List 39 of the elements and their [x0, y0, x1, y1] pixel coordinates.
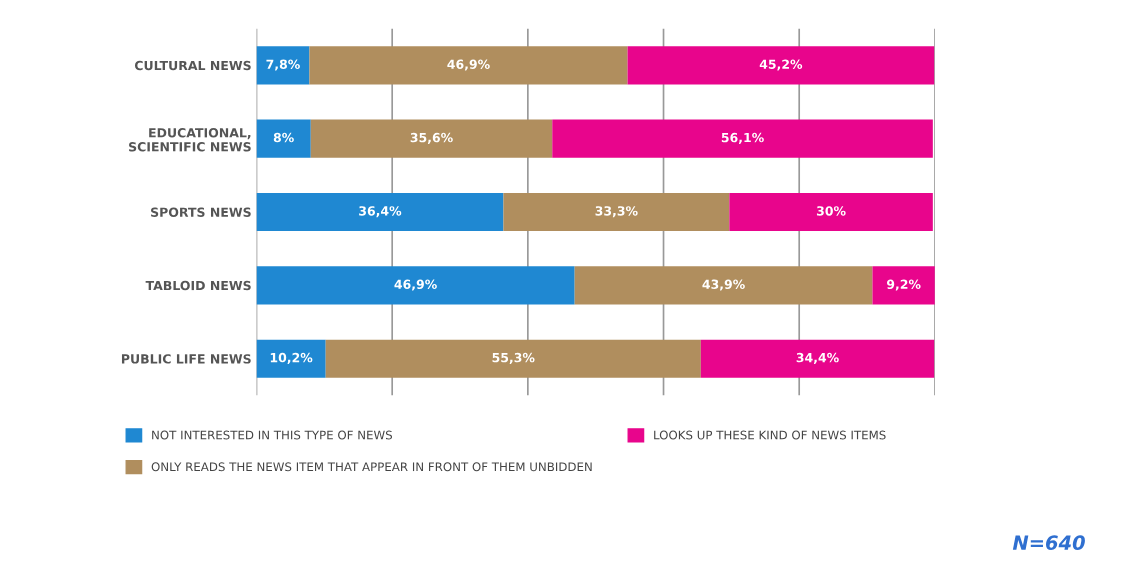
bar — [256, 46, 310, 85]
bar — [310, 119, 553, 158]
data-label: 43,9% — [702, 279, 745, 291]
y-tick-label: PUBLIC LIFE NEWS — [121, 354, 251, 364]
data-label: 34,4% — [796, 352, 839, 364]
bar — [574, 266, 873, 305]
data-label: 8% — [273, 132, 294, 143]
data-label: 55,3% — [492, 352, 535, 364]
data-label: 46,9% — [447, 59, 490, 71]
data-label: 33,3% — [595, 206, 638, 218]
y-tick-label: CULTURAL NEWS — [134, 60, 251, 71]
data-label: 36,4% — [359, 206, 402, 218]
data-label: 45,2% — [759, 59, 803, 71]
bar — [309, 46, 628, 85]
bar — [325, 339, 701, 378]
bar — [552, 119, 933, 158]
y-tick-label: SPORTS NEWS — [151, 207, 251, 217]
data-label: 7,8% — [266, 59, 300, 71]
bar — [503, 192, 730, 232]
data-label: 10,2% — [270, 352, 313, 364]
bar — [256, 266, 575, 305]
bar — [256, 119, 311, 158]
data-label: 56,1% — [721, 132, 764, 144]
bar — [729, 192, 933, 232]
y-tick-label: EDUCATIONAL, SCIENTIFIC NEWS — [129, 128, 251, 152]
bar — [700, 339, 935, 378]
text: N=640 — [1012, 535, 1085, 551]
bar — [256, 192, 504, 232]
bar — [872, 266, 935, 305]
bar — [256, 339, 326, 378]
y-tick-label: TABLOID NEWS — [145, 280, 251, 291]
legend-label: LOOKS UP THESE KIND OF NEWS ITEMS — [654, 430, 886, 440]
data-label: 46,9% — [394, 279, 437, 291]
data-label: 9,2% — [886, 279, 921, 291]
bar — [627, 46, 935, 85]
legend-label: NOT INTERESTED IN THIS TYPE OF NEWS — [152, 430, 393, 440]
data-label: 30% — [816, 206, 846, 216]
legend-label: ONLY READS THE NEWS ITEM THAT APPEAR IN FRONT OF THEM UNBIDDEN — [151, 462, 592, 472]
data-label: 35,6% — [410, 132, 453, 144]
